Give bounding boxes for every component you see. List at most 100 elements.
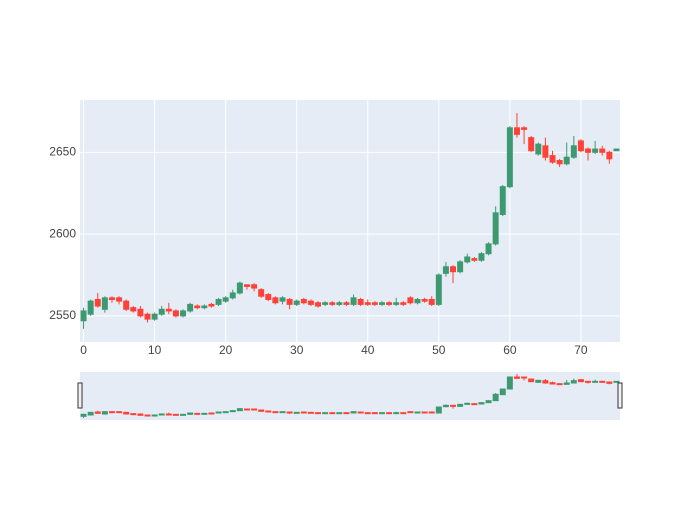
candle-body <box>506 127 513 188</box>
candle-body <box>194 305 201 309</box>
slider-candle-body <box>357 411 364 414</box>
candle-body <box>130 307 137 312</box>
candle-body <box>251 284 258 289</box>
slider-candle-body <box>208 412 215 415</box>
x-tick-label: 50 <box>432 343 446 357</box>
slider-candle-body <box>506 376 513 390</box>
slider-candle-body <box>172 413 179 416</box>
slider-candle-body <box>158 413 165 416</box>
candle-body <box>513 127 520 135</box>
slider-candle-body <box>87 411 94 416</box>
candle-body <box>172 310 179 317</box>
candle-body <box>123 300 130 310</box>
slider-candle-body <box>414 411 421 414</box>
slider-candle-body <box>485 400 492 404</box>
candle-body <box>108 297 115 300</box>
candle-body <box>535 143 542 155</box>
candle-body <box>329 302 336 305</box>
slider-candle-body <box>400 412 407 415</box>
y-tick-label: 2600 <box>49 226 76 240</box>
slider-candle-body <box>180 413 187 416</box>
slider-candle-body <box>442 404 449 408</box>
candle-body <box>428 298 435 305</box>
candle-body <box>613 148 620 152</box>
x-tick-label: 60 <box>503 343 517 357</box>
candle-body <box>542 145 549 158</box>
x-tick-label: 20 <box>219 343 233 357</box>
candle-body <box>336 302 343 305</box>
slider-candle-body <box>222 411 229 414</box>
candle-body <box>116 297 123 302</box>
slider-candle-body <box>521 376 528 379</box>
slider-candle-body <box>457 403 464 407</box>
slider-candle-body <box>464 402 471 405</box>
candle-body <box>585 148 592 153</box>
slider-candle-body <box>144 414 151 417</box>
x-tick-label: 40 <box>361 343 375 357</box>
slider-candle-body <box>371 412 378 415</box>
candle-body <box>80 310 87 322</box>
slider-candle-body <box>307 411 314 414</box>
slider-candle-body <box>137 413 144 416</box>
candle-body <box>450 266 457 273</box>
slider-handle[interactable] <box>617 382 623 409</box>
candle-body <box>272 297 279 304</box>
slider-candle-body <box>286 411 293 414</box>
slider-candle-body <box>556 383 563 386</box>
candle-body <box>315 302 322 307</box>
slider-candle-body <box>471 403 478 406</box>
slider-candle-body <box>243 408 250 411</box>
plot-area <box>80 100 620 342</box>
candle-body <box>101 297 108 310</box>
slider-candle-body <box>101 411 108 415</box>
candle-body <box>606 151 613 160</box>
candle-body <box>471 258 478 261</box>
slider-candle-body <box>492 393 499 402</box>
candle-body <box>599 148 606 153</box>
candle-body <box>165 308 172 312</box>
candle-body <box>400 302 407 305</box>
candle-body <box>521 127 528 130</box>
slider-candle-body <box>187 412 194 415</box>
slider-candle-body <box>165 413 172 416</box>
slider-candle-body <box>258 409 265 412</box>
candle-body <box>258 289 265 297</box>
slider-candle-body <box>201 412 208 415</box>
slider-handle[interactable] <box>77 382 83 409</box>
slider-candle-body <box>499 388 506 396</box>
slider-candle-body <box>279 411 286 414</box>
slider-candle-body <box>265 410 272 413</box>
slider-candle-body <box>343 412 350 415</box>
candle-body <box>499 186 506 215</box>
slider-candle-body <box>300 411 307 414</box>
candle-body <box>144 313 151 320</box>
slider-candle-body <box>478 402 485 405</box>
slider-candle-body <box>322 412 329 415</box>
slider-candle-body <box>229 410 236 413</box>
slider-candle-body <box>435 406 442 414</box>
candle-body <box>293 300 300 305</box>
slider-candle-body <box>577 379 584 383</box>
slider-candle-body <box>364 412 371 415</box>
candle-body <box>180 310 187 317</box>
slider-candle-body <box>513 376 520 379</box>
slider-candle-body <box>215 411 222 414</box>
slider-candle-body <box>599 380 606 383</box>
slider-candle-body <box>94 411 101 414</box>
candle-body <box>322 302 329 305</box>
slider-candle-body <box>450 404 457 407</box>
slider-candle-body <box>350 411 357 414</box>
slider-candle-body <box>108 411 115 414</box>
candle-body <box>265 294 272 300</box>
candle-body <box>485 243 492 255</box>
candle-body <box>549 155 556 163</box>
range-slider[interactable] <box>80 372 620 420</box>
candle-body <box>158 308 165 315</box>
slider-candle-body <box>123 411 130 415</box>
slider-candle-body <box>378 412 385 415</box>
slider-candle-body <box>421 411 428 414</box>
candle-body <box>386 302 393 305</box>
candle-body <box>492 212 499 245</box>
slider-candle-body <box>563 382 570 385</box>
slider-candle-body <box>194 412 201 415</box>
